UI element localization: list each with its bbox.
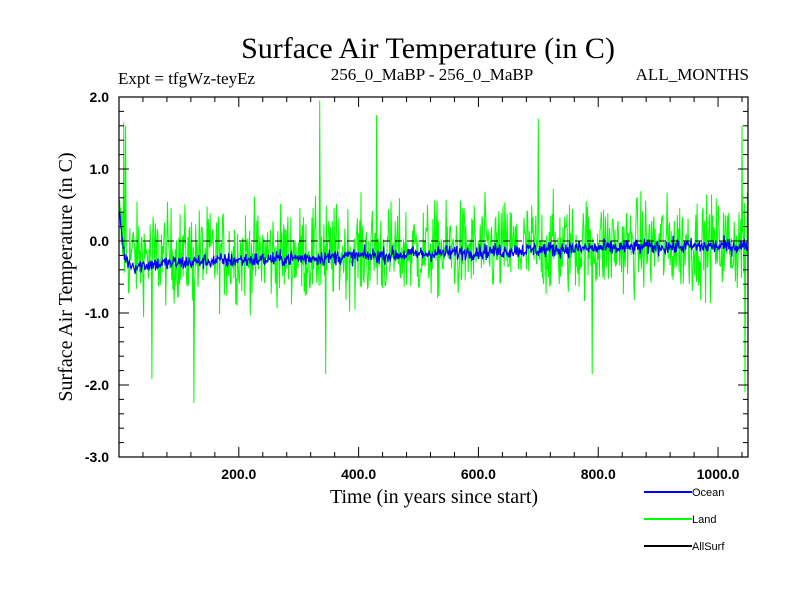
plot-series-group — [119, 100, 749, 404]
y-axis-label: Surface Air Temperature (in C) — [55, 152, 77, 401]
legend-label-ocean: Ocean — [692, 487, 724, 499]
y-tick-label: -3.0 — [85, 449, 109, 465]
experiment-label: Expt = tfgWz-teyEz — [118, 69, 255, 88]
legend-label-land: Land — [692, 514, 716, 526]
chart-title: Surface Air Temperature (in C) — [241, 32, 615, 65]
legend: Ocean Land AllSurf — [644, 487, 725, 553]
axis-ticks-group — [118, 96, 748, 458]
x-tick-label: 400.0 — [341, 466, 376, 482]
tick-labels-group: 200.0 400.0 600.0 800.0 1000.0 -3.0 -2.0 -1.0 0.… — [85, 89, 740, 482]
land-series-line — [119, 100, 749, 404]
plot-frame — [118, 96, 749, 458]
y-tick-label: 1.0 — [90, 161, 110, 177]
y-tick-label: 2.0 — [90, 89, 110, 105]
x-tick-label: 1000.0 — [697, 466, 740, 482]
y-tick-label: -1.0 — [85, 305, 109, 321]
comparison-label: 256_0_MaBP - 256_0_MaBP — [331, 65, 533, 84]
ocean-series-line — [119, 211, 749, 274]
y-tick-label: 0.0 — [90, 233, 110, 249]
legend-label-allsurf: AllSurf — [692, 541, 725, 553]
x-axis-label: Time (in years since start) — [330, 486, 538, 508]
x-tick-label: 800.0 — [581, 466, 616, 482]
x-tick-label: 600.0 — [461, 466, 496, 482]
x-tick-label: 200.0 — [221, 466, 256, 482]
months-label: ALL_MONTHS — [636, 65, 749, 84]
y-tick-label: -2.0 — [85, 377, 109, 393]
